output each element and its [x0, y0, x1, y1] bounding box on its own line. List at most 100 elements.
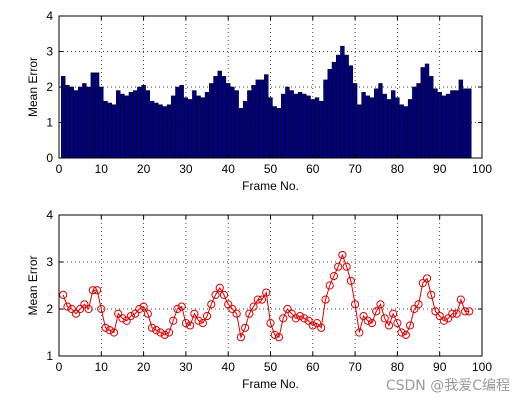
data-point [109, 328, 119, 337]
bar [238, 108, 244, 159]
data-point [321, 295, 330, 304]
bar [171, 95, 176, 159]
bar [272, 106, 277, 159]
data-point [439, 316, 449, 325]
bar [437, 92, 442, 159]
data-point [59, 290, 68, 299]
data-point [219, 290, 229, 299]
bar [390, 90, 396, 159]
bar [234, 90, 239, 159]
data-point [76, 304, 85, 314]
data-point [342, 262, 351, 271]
series-line [62, 253, 470, 339]
bottom-xtick-label: 80 [391, 360, 405, 374]
data-point [456, 295, 465, 304]
data-point [126, 311, 136, 321]
data-point [274, 333, 284, 342]
bar [416, 83, 421, 159]
bar [357, 104, 362, 159]
data-point [312, 319, 322, 328]
data-point [101, 323, 110, 332]
top-xtick-label: 60 [306, 162, 320, 176]
bar [200, 97, 206, 159]
data-point [80, 300, 89, 309]
bar [124, 95, 129, 159]
bottom-xlabel: Frame No. [242, 377, 299, 391]
bar [111, 104, 117, 159]
data-point [139, 302, 148, 311]
data-point [329, 272, 339, 281]
data-point [452, 309, 461, 318]
bar [158, 104, 163, 159]
bar [289, 90, 294, 159]
data-point [160, 330, 169, 339]
data-point [228, 304, 237, 314]
bar [204, 92, 210, 159]
bottom-xtick-label: 100 [472, 360, 492, 374]
bar [331, 61, 337, 159]
bar [361, 92, 366, 159]
top-xtick-label: 50 [264, 162, 278, 176]
data-point [317, 323, 326, 332]
data-point [334, 262, 343, 271]
bar [462, 88, 468, 159]
line-chart-axes: 0 10 20 30 40 50 60 70 80 90 100 1 2 3 4 Frame No. Mean … [26, 208, 492, 391]
bar [116, 90, 121, 159]
bar [445, 93, 451, 159]
bar [365, 95, 370, 159]
bar [166, 104, 172, 159]
bar [268, 97, 273, 159]
bar [259, 79, 265, 159]
data-point [232, 309, 241, 318]
data-point [262, 288, 271, 297]
bar [73, 90, 79, 159]
bar [61, 76, 66, 159]
data-point [351, 300, 360, 309]
bar [407, 99, 413, 159]
bar [467, 88, 472, 159]
bar [99, 86, 104, 159]
data-point [241, 323, 250, 332]
bottom-xtick-label: 90 [433, 360, 447, 374]
bar [348, 65, 354, 159]
data-point [296, 311, 305, 321]
data-point [156, 328, 165, 337]
bar [403, 106, 409, 159]
bar [306, 95, 311, 159]
data-point [401, 330, 410, 339]
bar [179, 84, 184, 159]
bar [107, 102, 112, 159]
bar [323, 79, 328, 159]
data-point [431, 307, 440, 316]
data-point [198, 319, 207, 328]
data-point [444, 314, 453, 323]
bar [335, 54, 341, 159]
top-xtick-label: 70 [348, 162, 362, 176]
data-point [169, 316, 178, 325]
data-point [393, 319, 402, 328]
bottom-xtick-label: 10 [95, 360, 109, 374]
top-ylabel: Mean Error [26, 57, 40, 117]
top-xtick-label: 10 [95, 162, 109, 176]
bar [77, 86, 83, 159]
bar [69, 86, 74, 159]
top-ytick-label: 2 [46, 80, 53, 94]
data-point [266, 319, 275, 328]
bottom-ytick-label: 3 [46, 255, 53, 269]
bar [255, 79, 261, 159]
bar [264, 74, 269, 159]
bottom-xtick-label: 70 [348, 360, 362, 374]
top-xtick-label: 100 [472, 162, 492, 176]
bar-chart-axes: 0 10 20 30 40 50 60 70 80 90 100 0 1 2 3 4 Frame No. Mean… [26, 9, 492, 193]
top-xtick-label: 90 [433, 162, 447, 176]
bottom-ylabel: Mean Error [26, 255, 40, 315]
top-ytick-label: 3 [46, 45, 53, 59]
bar [145, 90, 151, 159]
data-point [355, 328, 364, 337]
bar [183, 97, 189, 159]
data-point [67, 304, 76, 314]
top-xtick-label: 20 [137, 162, 151, 176]
bottom-xtick-label: 20 [137, 360, 151, 374]
data-point [84, 304, 93, 314]
data-point [308, 321, 317, 330]
